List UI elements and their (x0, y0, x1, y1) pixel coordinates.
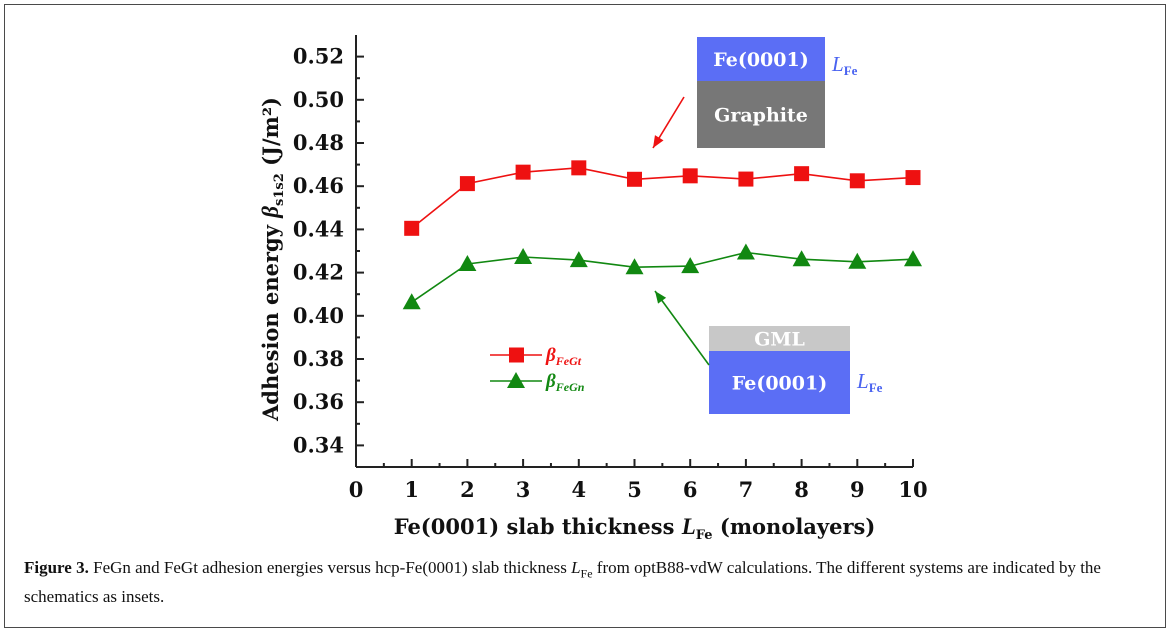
caption-sub: Fe (580, 566, 593, 581)
axis-titles: Fe(0001) slab thickness LFe (monolayers)… (258, 97, 875, 543)
y-title-unit: (J/m²) (258, 97, 283, 173)
inset-arrow-head (653, 135, 664, 148)
data-point-square (794, 166, 810, 182)
data-point-triangle (402, 293, 421, 310)
data-point-square (571, 160, 587, 176)
x-title-main: Fe(0001) slab thickness (394, 514, 682, 539)
x-tick-label: 8 (794, 477, 809, 502)
x-tick-label: 1 (404, 477, 419, 502)
legend-marker-triangle (507, 372, 525, 388)
data-point-triangle (848, 252, 867, 269)
data-point-square (682, 168, 698, 184)
caption-symbol: L (571, 558, 581, 577)
x-tick-label: 9 (850, 477, 865, 502)
data-point-triangle (736, 243, 755, 260)
y-axis-title: Adhesion energy βs1s2 (J/m²) (258, 97, 287, 422)
data-point-triangle (681, 257, 700, 274)
inset-upper-layer (697, 37, 825, 81)
data-point-square (738, 171, 754, 187)
inset-side-label: LFe (856, 369, 883, 395)
inset-arrow-shaft (654, 290, 710, 366)
inset-gml-fe: GML Fe(0001) LFe (654, 290, 883, 414)
data-point-square (627, 171, 642, 187)
data-point-triangle (458, 254, 477, 271)
y-tick-label: 0.42 (293, 260, 344, 285)
y-tick-label: 0.38 (293, 346, 344, 371)
data-point-square (515, 164, 531, 180)
axes: 0.34 0.36 0.38 0.40 0.42 0.44 0.46 0.48 0.50 0.52… (293, 35, 928, 502)
x-tick-label: 4 (571, 477, 586, 502)
inset-lower-label: Graphite (714, 105, 808, 127)
series-line (411, 251, 914, 303)
legend-symbol: β (545, 345, 556, 366)
series-fegn (402, 243, 922, 310)
inset-side-label: LFe (831, 52, 858, 78)
inset-upper-label: GML (754, 329, 805, 351)
series-line (411, 166, 914, 229)
inset-fe-graphite: Fe(0001) Graphite LFe (652, 37, 858, 149)
x-title-suffix: (monolayers) (713, 514, 876, 539)
inset-side-symbol: L (831, 52, 844, 76)
caption-text-after: from optB88-vdW calculations. The differ… (24, 558, 1101, 607)
caption-label: Figure 3. (24, 558, 89, 577)
x-tick-label: 0 (349, 477, 364, 502)
x-tick-label: 10 (898, 477, 927, 502)
y-tick-label: 0.50 (293, 87, 344, 112)
y-title-symbol: β (258, 206, 283, 219)
legend-symbol: β (545, 371, 556, 392)
inset-lower-label: Fe(0001) (732, 373, 827, 395)
legend-label: βFeGt (545, 345, 582, 368)
data-point-square (905, 170, 921, 186)
legend-label: βFeGn (545, 371, 585, 394)
y-tick-label: 0.52 (293, 44, 344, 69)
y-tick-label: 0.46 (293, 173, 344, 198)
data-point-square (849, 173, 865, 189)
y-tick-label: 0.44 (293, 216, 344, 241)
data-point-triangle (569, 251, 588, 268)
x-tick-label: 2 (460, 477, 475, 502)
y-tick-label: 0.36 (293, 389, 344, 414)
figure-caption: Figure 3. FeGn and FeGt adhesion energie… (24, 556, 1144, 609)
x-title-symbol: L (681, 514, 696, 539)
data-point-triangle (904, 250, 922, 267)
y-title-main: Adhesion energy (258, 218, 283, 422)
data-point-triangle (514, 248, 533, 265)
inset-side-sub: Fe (869, 380, 883, 395)
legend-sub: FeGt (555, 354, 582, 368)
y-title-sub: s1s2 (272, 173, 287, 206)
x-title-sub: Fe (696, 528, 713, 543)
y-tick-label: 0.34 (293, 432, 344, 457)
inset-side-symbol: L (856, 369, 869, 393)
data-point-square (459, 176, 475, 192)
inset-side-sub: Fe (844, 63, 858, 78)
inset-lower-layer (709, 351, 850, 414)
data-point-square (404, 220, 420, 236)
inset-upper-label: Fe(0001) (713, 49, 808, 71)
inset-lower-layer (697, 81, 825, 148)
legend-marker-square (509, 347, 524, 363)
inset-arrow-head (655, 291, 667, 304)
x-tick-label: 5 (627, 477, 642, 502)
data-point-triangle (625, 258, 644, 275)
inset-upper-layer (709, 326, 850, 351)
x-axis-title: Fe(0001) slab thickness LFe (monolayers) (394, 514, 876, 543)
y-tick-label: 0.48 (293, 130, 344, 155)
x-tick-label: 6 (683, 477, 698, 502)
series-fegt (404, 160, 921, 236)
data-point-triangle (792, 250, 811, 267)
series-layer (402, 160, 922, 310)
caption-text-before: FeGn and FeGt adhesion energies versus h… (88, 558, 572, 577)
y-tick-label: 0.40 (293, 303, 344, 328)
figure-frame (4, 4, 1166, 628)
x-tick-label: 7 (739, 477, 754, 502)
legend-sub: FeGn (555, 380, 585, 394)
x-tick-label: 3 (516, 477, 531, 502)
